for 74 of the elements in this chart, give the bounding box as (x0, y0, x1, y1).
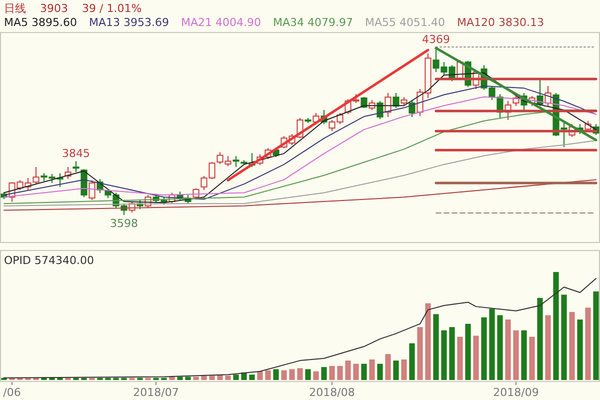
bar (529, 336, 535, 380)
bar (313, 371, 319, 380)
annotation: 3598 (110, 217, 138, 230)
bar (281, 370, 287, 380)
bar (409, 343, 415, 380)
bar (465, 324, 471, 380)
annotation: 3845 (62, 147, 90, 160)
bar (273, 369, 279, 380)
bar (209, 376, 215, 380)
bar (497, 315, 503, 380)
bar (233, 374, 239, 380)
text: MA55 4051.40 (365, 16, 445, 29)
bar (449, 327, 455, 380)
candlestick (408, 100, 416, 118)
bar (417, 327, 423, 380)
bar (569, 312, 575, 380)
x-tick-label: 2018/08 (309, 386, 355, 399)
candlestick (72, 160, 80, 173)
bar (473, 336, 479, 380)
bar (489, 308, 495, 380)
bar (385, 354, 391, 380)
candlestick (384, 92, 392, 118)
bar (177, 376, 183, 380)
candlestick (32, 166, 40, 185)
bar (249, 374, 255, 380)
text: MA13 3953.69 (89, 16, 169, 29)
bar (369, 359, 375, 380)
bar (521, 330, 527, 380)
bar (345, 360, 351, 380)
bar (353, 364, 359, 380)
text: MA120 3830.13 (457, 16, 544, 29)
bar (225, 376, 231, 380)
candlestick (232, 156, 240, 168)
bar (289, 369, 295, 380)
bar (265, 370, 271, 380)
bar (377, 364, 383, 380)
bar (305, 369, 311, 380)
bar (553, 272, 559, 380)
text: OPID 574340.00 (4, 254, 94, 267)
bar (425, 303, 431, 380)
bar (321, 367, 327, 380)
bar (185, 376, 191, 380)
x-tick-label: /06 (3, 386, 21, 399)
bar (257, 371, 263, 380)
bar (545, 315, 551, 380)
bar (361, 364, 367, 380)
text: MA5 3895.60 (4, 16, 77, 29)
bar (593, 291, 599, 380)
bar (585, 308, 591, 380)
bar (193, 376, 199, 380)
x-tick-label: 2018/09 (493, 386, 539, 399)
bar (433, 314, 439, 380)
bar (297, 368, 303, 380)
text: 日线 (4, 2, 26, 15)
candlestick (88, 180, 96, 200)
bar (441, 330, 447, 380)
bar (457, 336, 463, 380)
bar (401, 359, 407, 380)
text: MA34 4079.97 (273, 16, 353, 29)
text: 39 / 1.01% (82, 2, 142, 15)
text: 3903 (40, 2, 68, 15)
bar (561, 294, 567, 380)
bar (337, 366, 343, 380)
bar (505, 320, 511, 380)
bar (481, 317, 487, 380)
bar (537, 298, 543, 380)
text: MA21 4004.90 (181, 16, 261, 29)
bar (513, 330, 519, 380)
x-tick-label: 2018/07 (133, 386, 179, 399)
bar (329, 366, 335, 380)
bar (393, 360, 399, 380)
candlestick (392, 92, 400, 109)
bar (577, 320, 583, 380)
annotation: 4369 (422, 33, 450, 46)
